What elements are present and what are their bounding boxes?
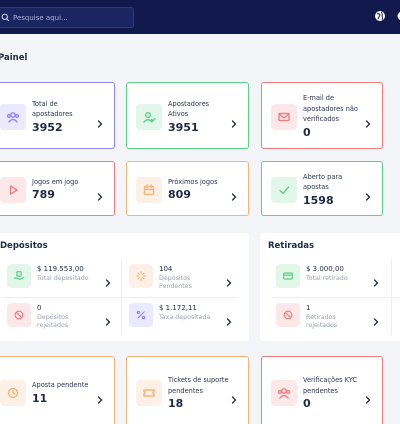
check-icon xyxy=(271,176,297,203)
stat-card-label: Aposta pendente xyxy=(32,381,89,390)
chevron-right-icon[interactable] xyxy=(230,389,238,404)
panel-item-label: Total retirado xyxy=(306,275,348,282)
search-input[interactable]: Pesquise aqui... xyxy=(0,7,134,28)
stat-card-value: 0 xyxy=(303,125,311,139)
users-icon xyxy=(0,103,26,130)
panel-item-label: Taxa depositada xyxy=(159,314,211,321)
stat-card-value: 809 xyxy=(168,188,191,202)
chevron-right-icon[interactable] xyxy=(372,272,380,287)
envelope-icon xyxy=(271,103,297,130)
stat-card-label: Apostadores Ativos xyxy=(168,99,210,119)
withdrawals-title: Retiradas xyxy=(268,241,315,251)
spinner-icon xyxy=(129,264,153,288)
panel-item-value: 104 xyxy=(159,265,173,273)
wallet-icon xyxy=(276,264,300,288)
panel-item-label: Total depositado xyxy=(37,275,89,282)
panel-item-label: Depósitos Pendentes xyxy=(159,275,192,290)
stat-card[interactable]: Aposta pendente 11 xyxy=(0,356,115,424)
stat-card-label: Próximos jogos xyxy=(168,177,218,186)
stat-card-value: 3952 xyxy=(32,120,63,134)
panel-item-label: Retirados rejeitados xyxy=(306,314,338,329)
stat-card-label: Aberto para apostas xyxy=(303,172,343,192)
play-icon xyxy=(0,176,26,203)
chevron-right-icon[interactable] xyxy=(96,186,104,201)
stat-card-label: Total de apostadores xyxy=(32,99,73,119)
deposits-title: Depósitos xyxy=(0,241,48,251)
chevron-right-icon[interactable] xyxy=(364,113,372,128)
ticket-icon xyxy=(136,380,162,406)
stat-card-value: 11 xyxy=(32,391,48,405)
stat-card-value: 0 xyxy=(303,397,311,410)
stat-card-label: Tickets de suporte pendentes xyxy=(168,376,229,395)
chevron-right-icon[interactable] xyxy=(96,389,104,404)
stat-card-value: 1598 xyxy=(303,193,334,207)
stat-card-value: 18 xyxy=(168,397,184,410)
hand-money-icon xyxy=(7,264,31,288)
stat-card-value: 789 xyxy=(32,188,55,202)
stat-card-label: E-mail de apostadores não verificados xyxy=(303,94,358,124)
clock-icon xyxy=(0,380,26,406)
user-check-icon xyxy=(136,103,162,130)
top-navbar: Pesquise aqui... xyxy=(0,0,400,34)
panel-item-value: 1 xyxy=(306,304,311,312)
chevron-right-icon[interactable] xyxy=(230,186,238,201)
chevron-right-icon[interactable] xyxy=(230,113,238,128)
stat-card-label: Jogos em jogo xyxy=(32,177,79,186)
stat-card[interactable]: Aberto para apostas 1598 xyxy=(261,161,383,216)
search-icon xyxy=(1,13,10,22)
calendar-icon xyxy=(136,176,162,203)
ban-icon xyxy=(276,303,300,327)
stat-card[interactable]: Próximos jogos 809 xyxy=(126,161,249,216)
users-icon xyxy=(271,380,297,406)
chevron-right-icon[interactable] xyxy=(96,113,104,128)
stat-card[interactable]: E-mail de apostadores não verificados 0 xyxy=(261,82,383,149)
chevron-right-icon[interactable] xyxy=(225,272,233,287)
chevron-right-icon[interactable] xyxy=(225,311,233,326)
ban-icon xyxy=(7,303,31,327)
panel-item-value: $ 1.172,11 xyxy=(159,304,197,312)
stat-card[interactable]: Jogos em jogo 789 xyxy=(0,161,115,216)
chevron-right-icon[interactable] xyxy=(372,311,380,326)
page-title: Painel xyxy=(0,53,28,63)
globe-icon[interactable] xyxy=(374,10,386,22)
stat-card-value: 3951 xyxy=(168,120,199,134)
panel-item-label: Depósitos rejeitados xyxy=(37,314,69,329)
panel-item-value: $ 3.000,00 xyxy=(306,265,344,273)
chevron-right-icon[interactable] xyxy=(104,311,112,326)
chevron-right-icon[interactable] xyxy=(104,272,112,287)
stat-card[interactable]: Apostadores Ativos 3951 xyxy=(126,82,249,149)
stat-card[interactable]: Tickets de suporte pendentes 18 xyxy=(126,356,249,424)
search-placeholder: Pesquise aqui... xyxy=(13,13,68,22)
stat-card[interactable]: Total de apostadores 3952 xyxy=(0,82,115,149)
chevron-right-icon[interactable] xyxy=(364,186,372,201)
panel-item-value: $ 119.553,00 xyxy=(37,265,84,273)
gear-icon[interactable] xyxy=(396,10,400,22)
stat-card-label: Verificações KYC pendentes xyxy=(303,376,358,395)
chevron-right-icon[interactable] xyxy=(364,389,372,404)
percent-icon xyxy=(129,303,153,327)
deposits-panel: Depósitos xyxy=(0,233,249,341)
stat-card[interactable]: Verificações KYC pendentes 0 xyxy=(261,356,383,424)
panel-item-value: 0 xyxy=(37,304,42,312)
